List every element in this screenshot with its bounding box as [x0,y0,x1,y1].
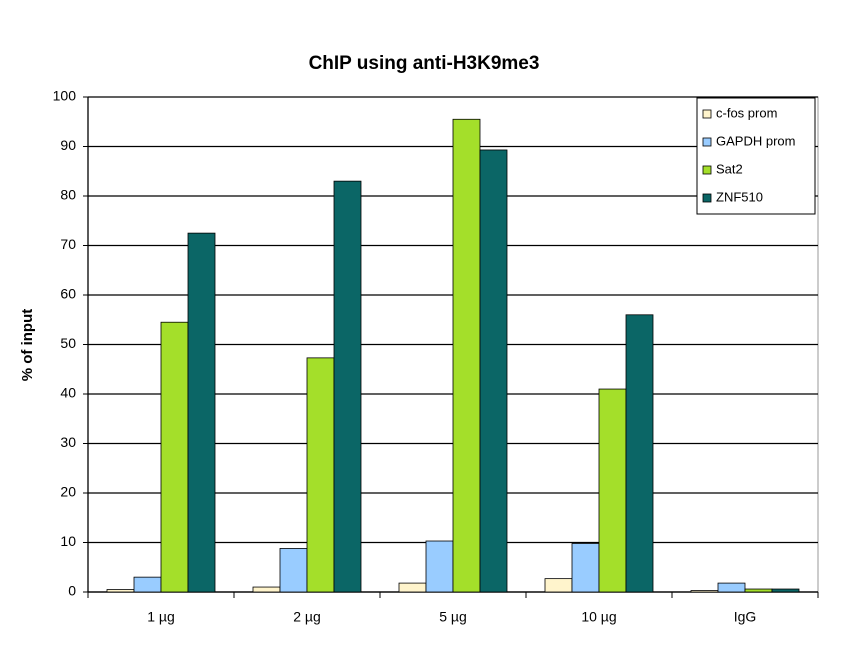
y-tick-label: 30 [60,434,76,450]
bar [279,548,308,593]
bar [571,543,600,593]
legend-label: Sat2 [716,161,743,176]
y-tick-label: 0 [68,583,76,599]
y-tick-label: 100 [53,88,77,104]
bar [398,582,427,593]
legend-swatch [702,137,712,147]
legend-swatch [702,109,712,119]
bar [133,576,162,593]
legend-swatch [702,165,712,175]
bar [425,540,454,593]
bar [771,588,800,593]
bar [306,357,335,593]
x-tick-label: 10 µg [581,609,616,625]
bar [744,588,773,593]
legend-box [696,97,816,215]
bar [717,582,746,593]
y-tick-label: 60 [60,286,76,302]
legend-label: c-fos prom [716,105,777,120]
bar [479,149,508,593]
y-tick-label: 20 [60,484,76,500]
x-tick-label: 2 µg [293,609,321,625]
legend-label: GAPDH prom [716,133,795,148]
y-tick-label: 40 [60,385,76,401]
legend-label: ZNF510 [716,189,763,204]
bar [333,180,362,593]
y-tick-label: 70 [60,236,76,252]
bar [625,314,654,593]
bar [252,586,281,593]
y-tick-label: 10 [60,533,76,549]
y-axis-title: % of input [19,309,36,381]
bar [160,321,189,593]
x-tick-label: IgG [734,609,757,625]
y-tick-label: 50 [60,335,76,351]
bar [452,118,481,593]
legend-swatch [702,193,712,203]
bar [187,232,216,593]
x-tick-label: 5 µg [439,609,467,625]
bar [544,578,573,593]
y-tick-label: 90 [60,137,76,153]
y-tick-label: 80 [60,187,76,203]
bar [690,590,719,593]
x-tick-label: 1 µg [147,609,175,625]
bar [106,589,135,593]
bar [598,388,627,593]
chart-title: ChIP using anti-H3K9me3 [309,53,540,74]
